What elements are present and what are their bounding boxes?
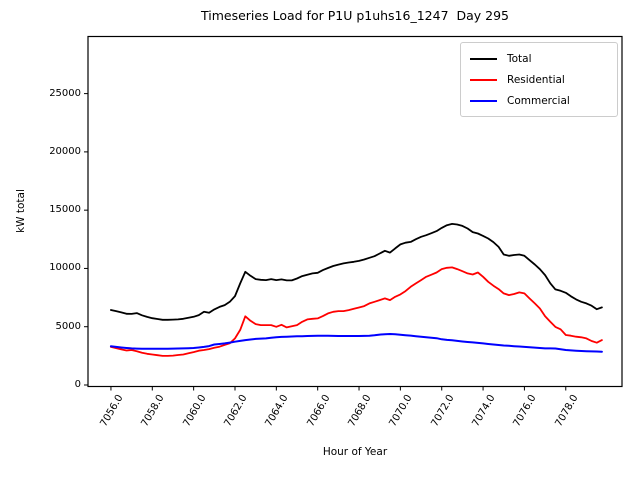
y-tick-label: 20000 bbox=[49, 145, 81, 157]
y-axis-label: kW total bbox=[15, 189, 27, 233]
y-tick-label: 0 bbox=[74, 378, 81, 390]
legend-label-commercial: Commercial bbox=[507, 94, 570, 107]
axes-spines bbox=[87, 35, 623, 388]
series-line-total bbox=[110, 222, 603, 321]
y-tick-label: 10000 bbox=[49, 262, 81, 274]
chart-title: Timeseries Load for P1U p1uhs16_1247 Day… bbox=[201, 8, 509, 23]
legend-item-commercial: Commercial bbox=[470, 90, 609, 111]
legend: Total Residential Commercial bbox=[460, 42, 618, 117]
total-line-icon bbox=[470, 57, 497, 60]
residential-line-icon bbox=[470, 78, 497, 81]
legend-item-residential: Residential bbox=[470, 69, 609, 90]
x-axis-label: Hour of Year bbox=[322, 446, 388, 458]
series-line-residential bbox=[110, 266, 603, 357]
series-line-commercial bbox=[109, 333, 603, 353]
commercial-line-icon bbox=[470, 99, 497, 102]
legend-label-residential: Residential bbox=[507, 73, 565, 86]
y-tick-label: 25000 bbox=[49, 87, 81, 99]
y-tick-label: 5000 bbox=[55, 320, 81, 332]
legend-label-total: Total bbox=[507, 52, 532, 65]
y-tick-label: 15000 bbox=[49, 204, 81, 216]
legend-item-total: Total bbox=[470, 48, 609, 69]
